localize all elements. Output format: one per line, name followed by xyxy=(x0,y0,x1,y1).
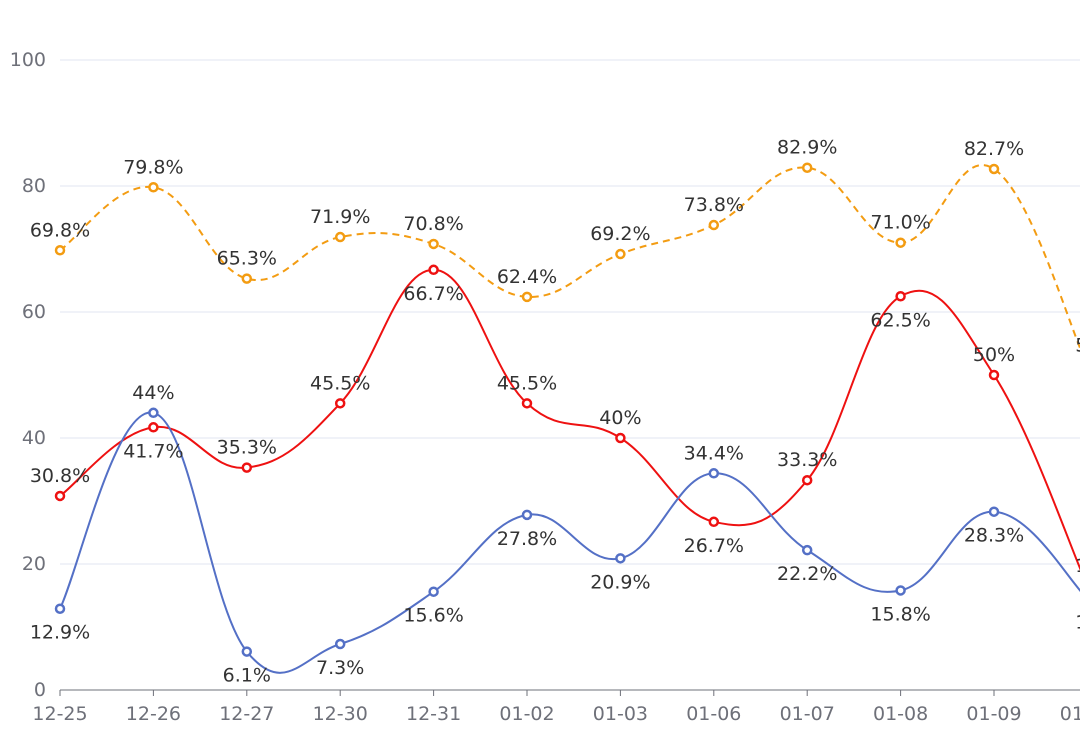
series-2-data-label: 26.7% xyxy=(684,535,744,557)
series-2-data-label: 16 xyxy=(1075,555,1080,577)
x-tick-label: 12-30 xyxy=(313,703,368,725)
series-3-data-label: 34.4% xyxy=(684,442,744,464)
series-2-data-label: 45.5% xyxy=(497,372,557,394)
series-3-point xyxy=(895,585,906,596)
series-2-data-label: 66.7% xyxy=(403,283,463,305)
y-tick-label: 60 xyxy=(22,301,46,323)
x-tick-label: 01-07 xyxy=(780,703,835,725)
series-3-data-label: 7.3% xyxy=(316,657,364,679)
series-1-point xyxy=(334,231,346,243)
series-2-point xyxy=(241,462,253,473)
series-1-data-label: 62.4% xyxy=(497,266,557,288)
series-1-data-label: 82.7% xyxy=(964,138,1024,160)
series-1-data-label: 70.8% xyxy=(403,213,463,235)
series-2-point xyxy=(988,369,1000,381)
x-tick-label: 01-10 xyxy=(1060,703,1080,725)
y-tick-label: 20 xyxy=(22,553,46,575)
x-tick-label: 01-06 xyxy=(686,703,741,725)
series-3-point xyxy=(615,553,626,564)
series-2-point xyxy=(428,264,439,276)
series-1-point xyxy=(801,162,813,173)
series-2-data-label: 35.3% xyxy=(217,437,277,459)
series-1-data-label: 79.8% xyxy=(123,156,183,178)
series-2-point xyxy=(708,516,720,528)
series-3-point xyxy=(148,407,159,419)
x-tick-label: 01-09 xyxy=(966,703,1021,725)
series-3-point xyxy=(334,638,346,650)
x-axis: 12-25 12-26 12-27 12-30 12-31 01-02 01-03 01-06… xyxy=(32,689,1080,725)
series-1-point xyxy=(54,245,66,256)
series-1-point xyxy=(988,163,1000,175)
series-3-point xyxy=(988,506,1000,517)
x-tick-label: 12-26 xyxy=(126,703,181,725)
series-1-point xyxy=(895,237,906,248)
y-tick-label: 80 xyxy=(22,175,46,197)
series-3-data-label: 44% xyxy=(132,382,174,404)
series-3-point xyxy=(54,603,66,614)
series-2-data-label: 45.5% xyxy=(310,372,370,394)
x-tick-label: 01-08 xyxy=(873,703,928,725)
series-1-point xyxy=(428,238,439,250)
series-2-data-label: 50% xyxy=(973,344,1015,366)
series-2-point xyxy=(54,490,66,502)
series-1-data-label: 71.9% xyxy=(310,206,370,228)
series-1-point xyxy=(708,219,720,231)
series-2-point xyxy=(334,398,346,409)
series-2-data-label: 41.7% xyxy=(123,440,183,462)
series-1-data-label: 82.9% xyxy=(777,137,837,159)
series-1-data-label: 73.8% xyxy=(684,194,744,216)
y-tick-label: 0 xyxy=(34,679,46,701)
series-1-data-label: 69.8% xyxy=(30,219,90,241)
x-tick-label: 01-02 xyxy=(499,703,554,725)
series-1-point xyxy=(615,248,626,260)
x-tick-label: 12-25 xyxy=(32,703,87,725)
series-group xyxy=(54,162,1080,674)
series-2-data-label: 30.8% xyxy=(30,465,90,487)
series-1-data-label: 51 xyxy=(1075,335,1080,357)
series-2-point xyxy=(895,291,906,302)
series-3-point xyxy=(521,509,533,521)
series-2-point xyxy=(801,474,813,486)
series-2-point xyxy=(521,398,533,409)
series-3-data-label: 14 xyxy=(1075,612,1080,634)
series-3-data-label: 20.9% xyxy=(590,571,650,593)
x-tick-label: 01-03 xyxy=(593,703,648,725)
series-3-point xyxy=(801,544,813,556)
x-tick-label: 12-31 xyxy=(406,703,461,725)
series-3-data-label: 22.2% xyxy=(777,563,837,585)
y-axis: 0 20 40 60 80 100 xyxy=(10,49,46,701)
series-line-3 xyxy=(59,411,1080,674)
series-3-data-label: 6.1% xyxy=(223,665,271,687)
y-tick-label: 100 xyxy=(10,49,46,71)
series-3-data-label: 12.9% xyxy=(30,622,90,644)
y-tick-label: 40 xyxy=(22,427,46,449)
series-3-data-label: 15.6% xyxy=(403,605,463,627)
series-3-point xyxy=(708,468,720,479)
series-3-data-label: 27.8% xyxy=(497,528,557,550)
series-2-data-label: 40% xyxy=(599,407,641,429)
series-2-data-label: 62.5% xyxy=(870,309,930,331)
series-1-point xyxy=(241,273,253,284)
data-labels: 69.8% 79.8% 65.3% 71.9% 70.8% 62.4% 69.2% 73.8%… xyxy=(30,137,1080,687)
series-2-point xyxy=(148,422,159,433)
x-tick-label: 12-27 xyxy=(219,703,274,725)
series-1-data-label: 69.2% xyxy=(590,223,650,245)
series-1-data-label: 71.0% xyxy=(870,212,930,234)
series-2-point xyxy=(615,432,626,444)
series-3-point xyxy=(241,646,253,657)
series-2-data-label: 33.3% xyxy=(777,449,837,471)
series-1-point xyxy=(148,182,159,193)
series-line-1 xyxy=(59,164,1080,351)
series-3-data-label: 28.3% xyxy=(964,525,1024,547)
series-3-data-label: 15.8% xyxy=(870,603,930,625)
series-1-point xyxy=(521,291,533,303)
series-3-point xyxy=(428,586,439,597)
series-1-data-label: 65.3% xyxy=(217,248,277,270)
